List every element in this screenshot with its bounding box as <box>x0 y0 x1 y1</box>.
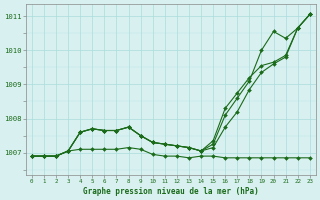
X-axis label: Graphe pression niveau de la mer (hPa): Graphe pression niveau de la mer (hPa) <box>83 187 259 196</box>
